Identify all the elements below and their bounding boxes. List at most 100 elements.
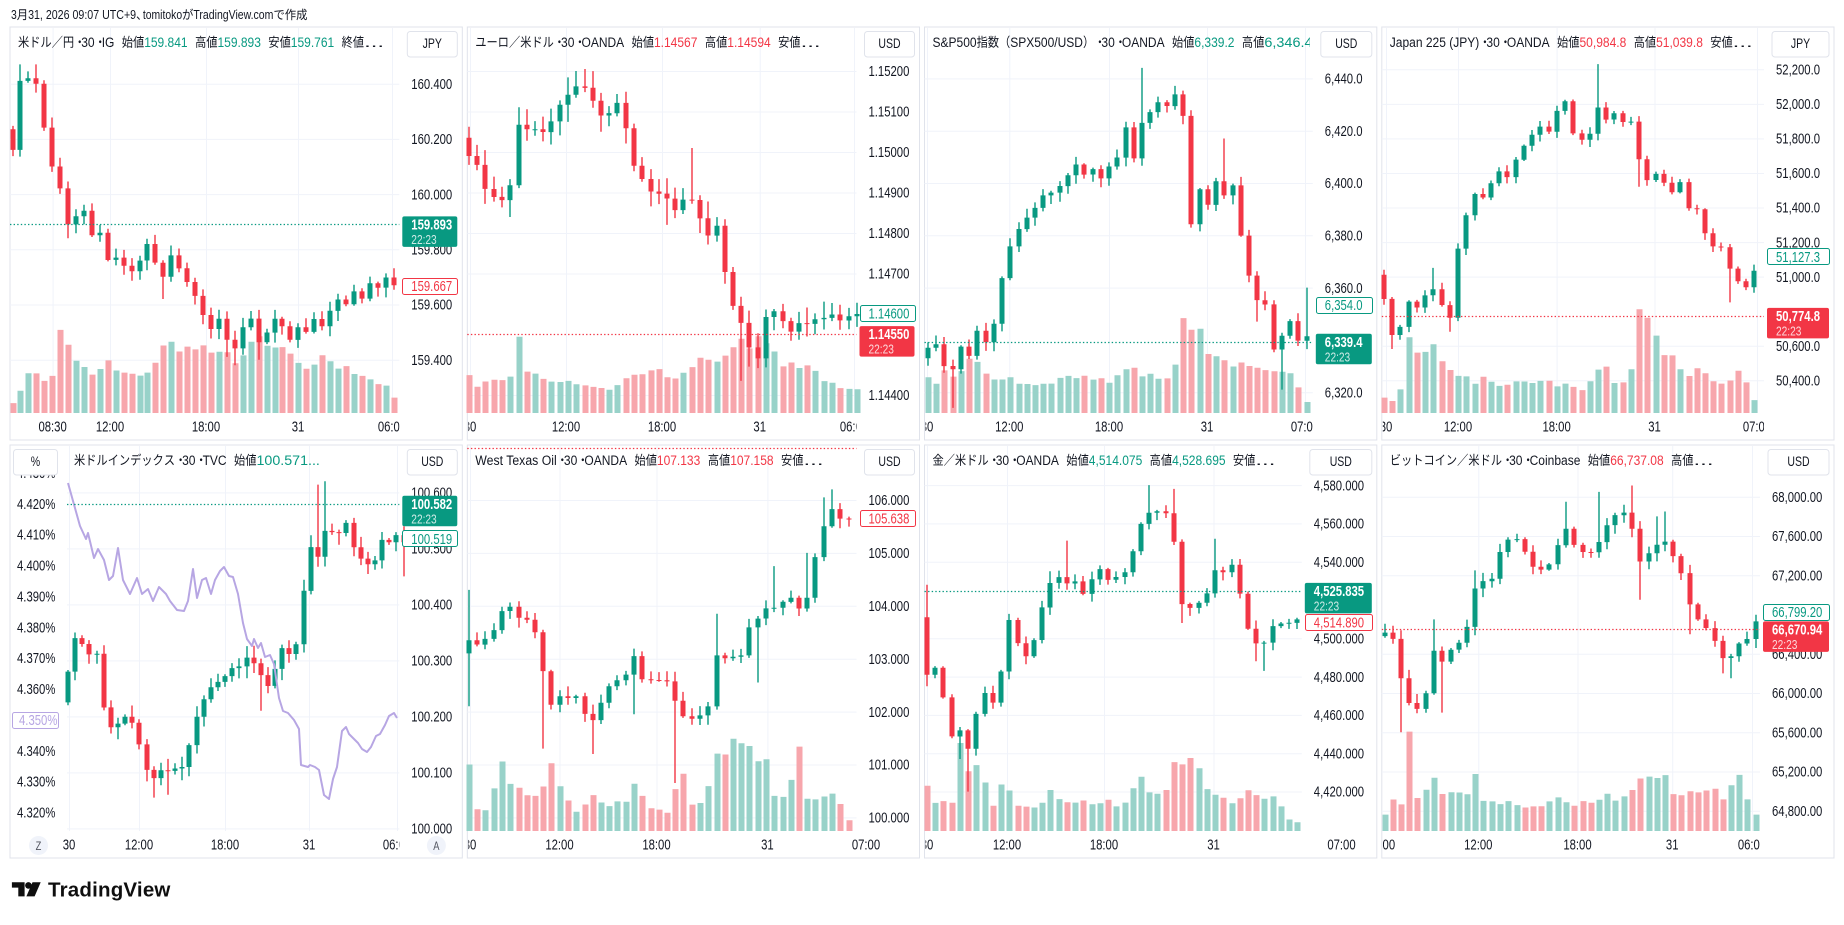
svg-text:12:00: 12:00: [993, 837, 1021, 853]
svg-text:100.519: 100.519: [411, 532, 452, 548]
svg-text:S&P500: S&P500: [933, 35, 977, 50]
svg-text:...: ...: [1694, 453, 1714, 468]
svg-text:30: 30: [561, 35, 574, 50]
svg-text:22:23: 22:23: [411, 232, 436, 247]
svg-text:%: %: [31, 454, 40, 469]
svg-text:6,440.0: 6,440.0: [1325, 72, 1363, 88]
svg-text:50,400.0: 50,400.0: [1776, 374, 1820, 390]
svg-text:51,600.0: 51,600.0: [1776, 166, 1820, 182]
svg-text:22:23: 22:23: [1772, 637, 1797, 652]
svg-text:07:00: 07:00: [1291, 419, 1319, 435]
svg-text:22:23: 22:23: [1776, 324, 1801, 339]
svg-text:08:30: 08:30: [38, 419, 66, 435]
svg-text:159.893: 159.893: [218, 35, 261, 50]
svg-text:52,200.0: 52,200.0: [1776, 63, 1820, 79]
svg-text:18:00: 18:00: [211, 837, 239, 853]
svg-text:30: 30: [63, 837, 76, 853]
svg-text:160.000: 160.000: [411, 187, 452, 203]
svg-text:6,420.0: 6,420.0: [1325, 124, 1363, 140]
svg-text:06:00: 06:00: [840, 419, 868, 435]
svg-text:100.200: 100.200: [411, 710, 452, 726]
svg-text:tomitoko: tomitoko: [143, 7, 182, 22]
svg-text:6,339.4: 6,339.4: [1325, 335, 1363, 351]
svg-text:66,670.94: 66,670.94: [1772, 622, 1822, 638]
svg-text:31: 31: [303, 837, 316, 853]
svg-text:30: 30: [1101, 35, 1114, 50]
svg-text:4.370%: 4.370%: [17, 651, 55, 667]
svg-text:4.420%: 4.420%: [17, 497, 55, 513]
svg-text:100.000: 100.000: [411, 822, 452, 838]
svg-text:4,500.000: 4,500.000: [1314, 632, 1364, 648]
svg-text:4,460.000: 4,460.000: [1314, 708, 1364, 724]
svg-text:51,400.0: 51,400.0: [1776, 201, 1820, 217]
svg-text:31: 31: [1648, 419, 1661, 435]
svg-text:12:00: 12:00: [1444, 419, 1472, 435]
svg-text:06:00: 06:00: [1738, 837, 1766, 853]
svg-text:100.100: 100.100: [411, 766, 452, 782]
svg-text:1.14700: 1.14700: [869, 267, 910, 283]
svg-text:50,984.8: 50,984.8: [1580, 35, 1627, 50]
svg-text:66,000.00: 66,000.00: [1772, 686, 1822, 702]
svg-text:68,000.00: 68,000.00: [1772, 490, 1822, 506]
svg-text:30: 30: [564, 453, 577, 468]
svg-text:100.300: 100.300: [411, 654, 452, 670]
svg-text:OANDA: OANDA: [1507, 35, 1550, 50]
svg-text:6,354.0: 6,354.0: [1325, 298, 1363, 314]
svg-text:4.410%: 4.410%: [17, 528, 55, 544]
svg-text:12:00: 12:00: [125, 837, 153, 853]
svg-text:107.158: 107.158: [730, 453, 773, 468]
svg-text:30: 30: [182, 453, 195, 468]
svg-text:1.14400: 1.14400: [869, 388, 910, 404]
svg-text:1.14594: 1.14594: [727, 35, 771, 50]
svg-text:1.14900: 1.14900: [869, 186, 910, 202]
svg-text:...: ...: [1733, 35, 1753, 50]
svg-text:Z: Z: [36, 839, 42, 853]
svg-text:USD: USD: [1330, 454, 1352, 469]
svg-text:30: 30: [1380, 419, 1393, 435]
svg-text:4.340%: 4.340%: [17, 744, 55, 760]
svg-text:USD: USD: [421, 454, 443, 469]
svg-text:4,540.000: 4,540.000: [1314, 555, 1364, 571]
svg-text:1.14600: 1.14600: [869, 307, 910, 323]
svg-text:07:00: 07:00: [1327, 837, 1355, 853]
svg-text:159.667: 159.667: [411, 279, 452, 295]
svg-text:104.000: 104.000: [869, 599, 910, 615]
svg-text:...: ...: [1255, 453, 1275, 468]
svg-text:4,525.835: 4,525.835: [1314, 584, 1364, 600]
svg-text:52,000.0: 52,000.0: [1776, 97, 1820, 113]
svg-text:66,799.20: 66,799.20: [1772, 605, 1822, 621]
svg-text:4.330%: 4.330%: [17, 775, 55, 791]
svg-text:SPX500/USD: SPX500/USD: [1010, 35, 1083, 50]
svg-text:159.400: 159.400: [411, 353, 452, 369]
svg-text:1.14550: 1.14550: [869, 327, 910, 343]
svg-text:30: 30: [464, 419, 477, 435]
svg-text:30: 30: [81, 35, 94, 50]
svg-text:30: 30: [921, 419, 934, 435]
svg-text:OANDA: OANDA: [582, 35, 625, 50]
svg-text:USD: USD: [878, 454, 900, 469]
svg-text:JPY: JPY: [423, 36, 442, 51]
svg-text:6,320.0: 6,320.0: [1325, 385, 1363, 401]
svg-text:160.200: 160.200: [411, 132, 452, 148]
svg-text:18:00: 18:00: [1563, 837, 1591, 853]
svg-text:6,360.0: 6,360.0: [1325, 281, 1363, 297]
svg-text:100.582: 100.582: [411, 497, 452, 513]
svg-text:4,560.000: 4,560.000: [1314, 517, 1364, 533]
svg-text:6,400.0: 6,400.0: [1325, 176, 1363, 192]
svg-text:TVC: TVC: [203, 453, 227, 468]
svg-text:OANDA: OANDA: [1016, 453, 1059, 468]
svg-text:31: 31: [292, 419, 305, 435]
svg-text:4,480.000: 4,480.000: [1314, 670, 1364, 686]
svg-text:4,514.075: 4,514.075: [1089, 453, 1143, 468]
svg-text:51,200.0: 51,200.0: [1776, 235, 1820, 251]
svg-text:Coinbase: Coinbase: [1530, 453, 1581, 468]
svg-text:A: A: [433, 839, 439, 853]
svg-text:6,346.4...: 6,346.4...: [1264, 35, 1324, 50]
svg-text:51,127.3: 51,127.3: [1776, 250, 1820, 266]
svg-text:31: 31: [761, 837, 774, 853]
svg-text:18:00: 18:00: [192, 419, 220, 435]
svg-text:12:00: 12:00: [1464, 837, 1492, 853]
svg-text:30: 30: [1509, 453, 1522, 468]
svg-text:4,528.695: 4,528.695: [1172, 453, 1226, 468]
svg-text:IG: IG: [102, 35, 115, 50]
